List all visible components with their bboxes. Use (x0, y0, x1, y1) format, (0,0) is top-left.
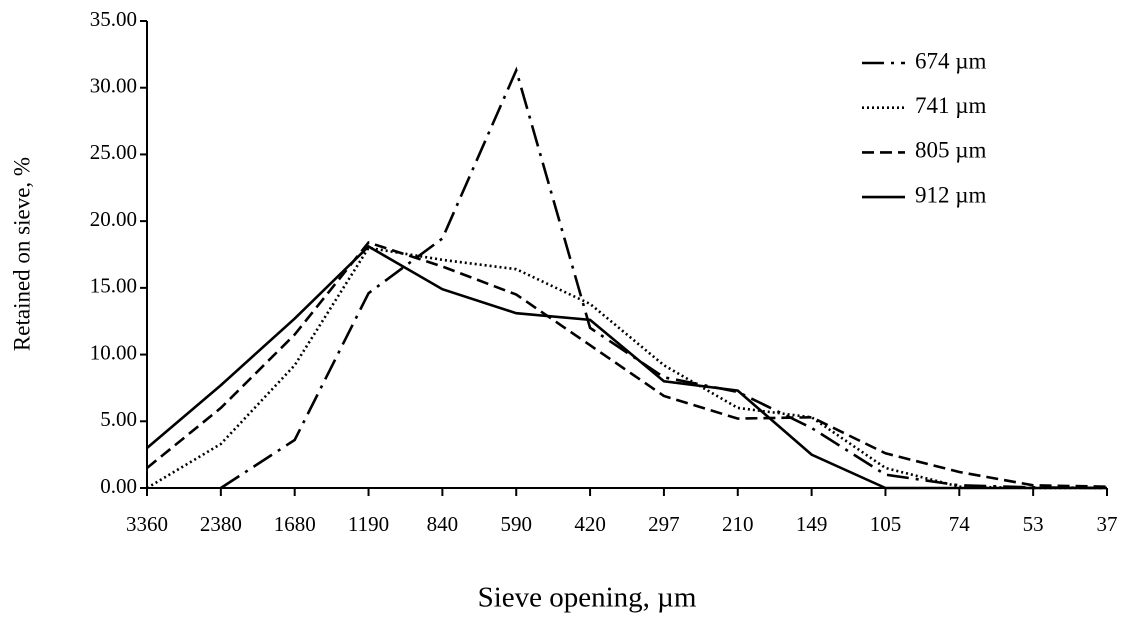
series-line (220, 66, 1108, 490)
y-axis-title: Retained on sieve, % (9, 157, 34, 351)
x-tick-label: 105 (870, 512, 902, 536)
x-tick-label: 74 (949, 512, 971, 536)
x-tick-label: 1190 (348, 512, 389, 536)
x-tick-label: 2380 (200, 512, 242, 536)
x-tick-label: 590 (500, 512, 532, 536)
x-axis-title: Sieve opening, µm (478, 582, 697, 614)
x-tick-label: 53 (1023, 512, 1044, 536)
y-tick-label: 20.00 (90, 207, 137, 231)
x-tick-label: 210 (722, 512, 754, 536)
x-tick-label: 840 (427, 512, 459, 536)
y-tick-label: 5.00 (100, 407, 137, 431)
y-tick-label: 30.00 (90, 74, 137, 98)
x-tick-label: 37 (1097, 512, 1118, 536)
legend-label: 805 µm (915, 138, 987, 163)
legend-label: 912 µm (915, 182, 987, 207)
series-line (146, 240, 1108, 488)
legend-label: 674 µm (915, 48, 987, 73)
legend-label: 741 µm (915, 93, 987, 118)
x-tick-label: 420 (574, 512, 606, 536)
x-tick-label: 1680 (274, 512, 316, 536)
x-tick-label: 3360 (126, 512, 168, 536)
x-tick-label: 149 (796, 512, 828, 536)
y-tick-label: 10.00 (90, 340, 137, 364)
y-tick-label: 15.00 (90, 274, 137, 298)
y-tick-label: 0.00 (100, 474, 137, 498)
series-line (146, 246, 1107, 490)
series-line (146, 244, 1107, 490)
x-tick-label: 297 (648, 512, 680, 536)
y-tick-label: 25.00 (90, 140, 137, 164)
y-tick-label: 35.00 (90, 7, 137, 31)
